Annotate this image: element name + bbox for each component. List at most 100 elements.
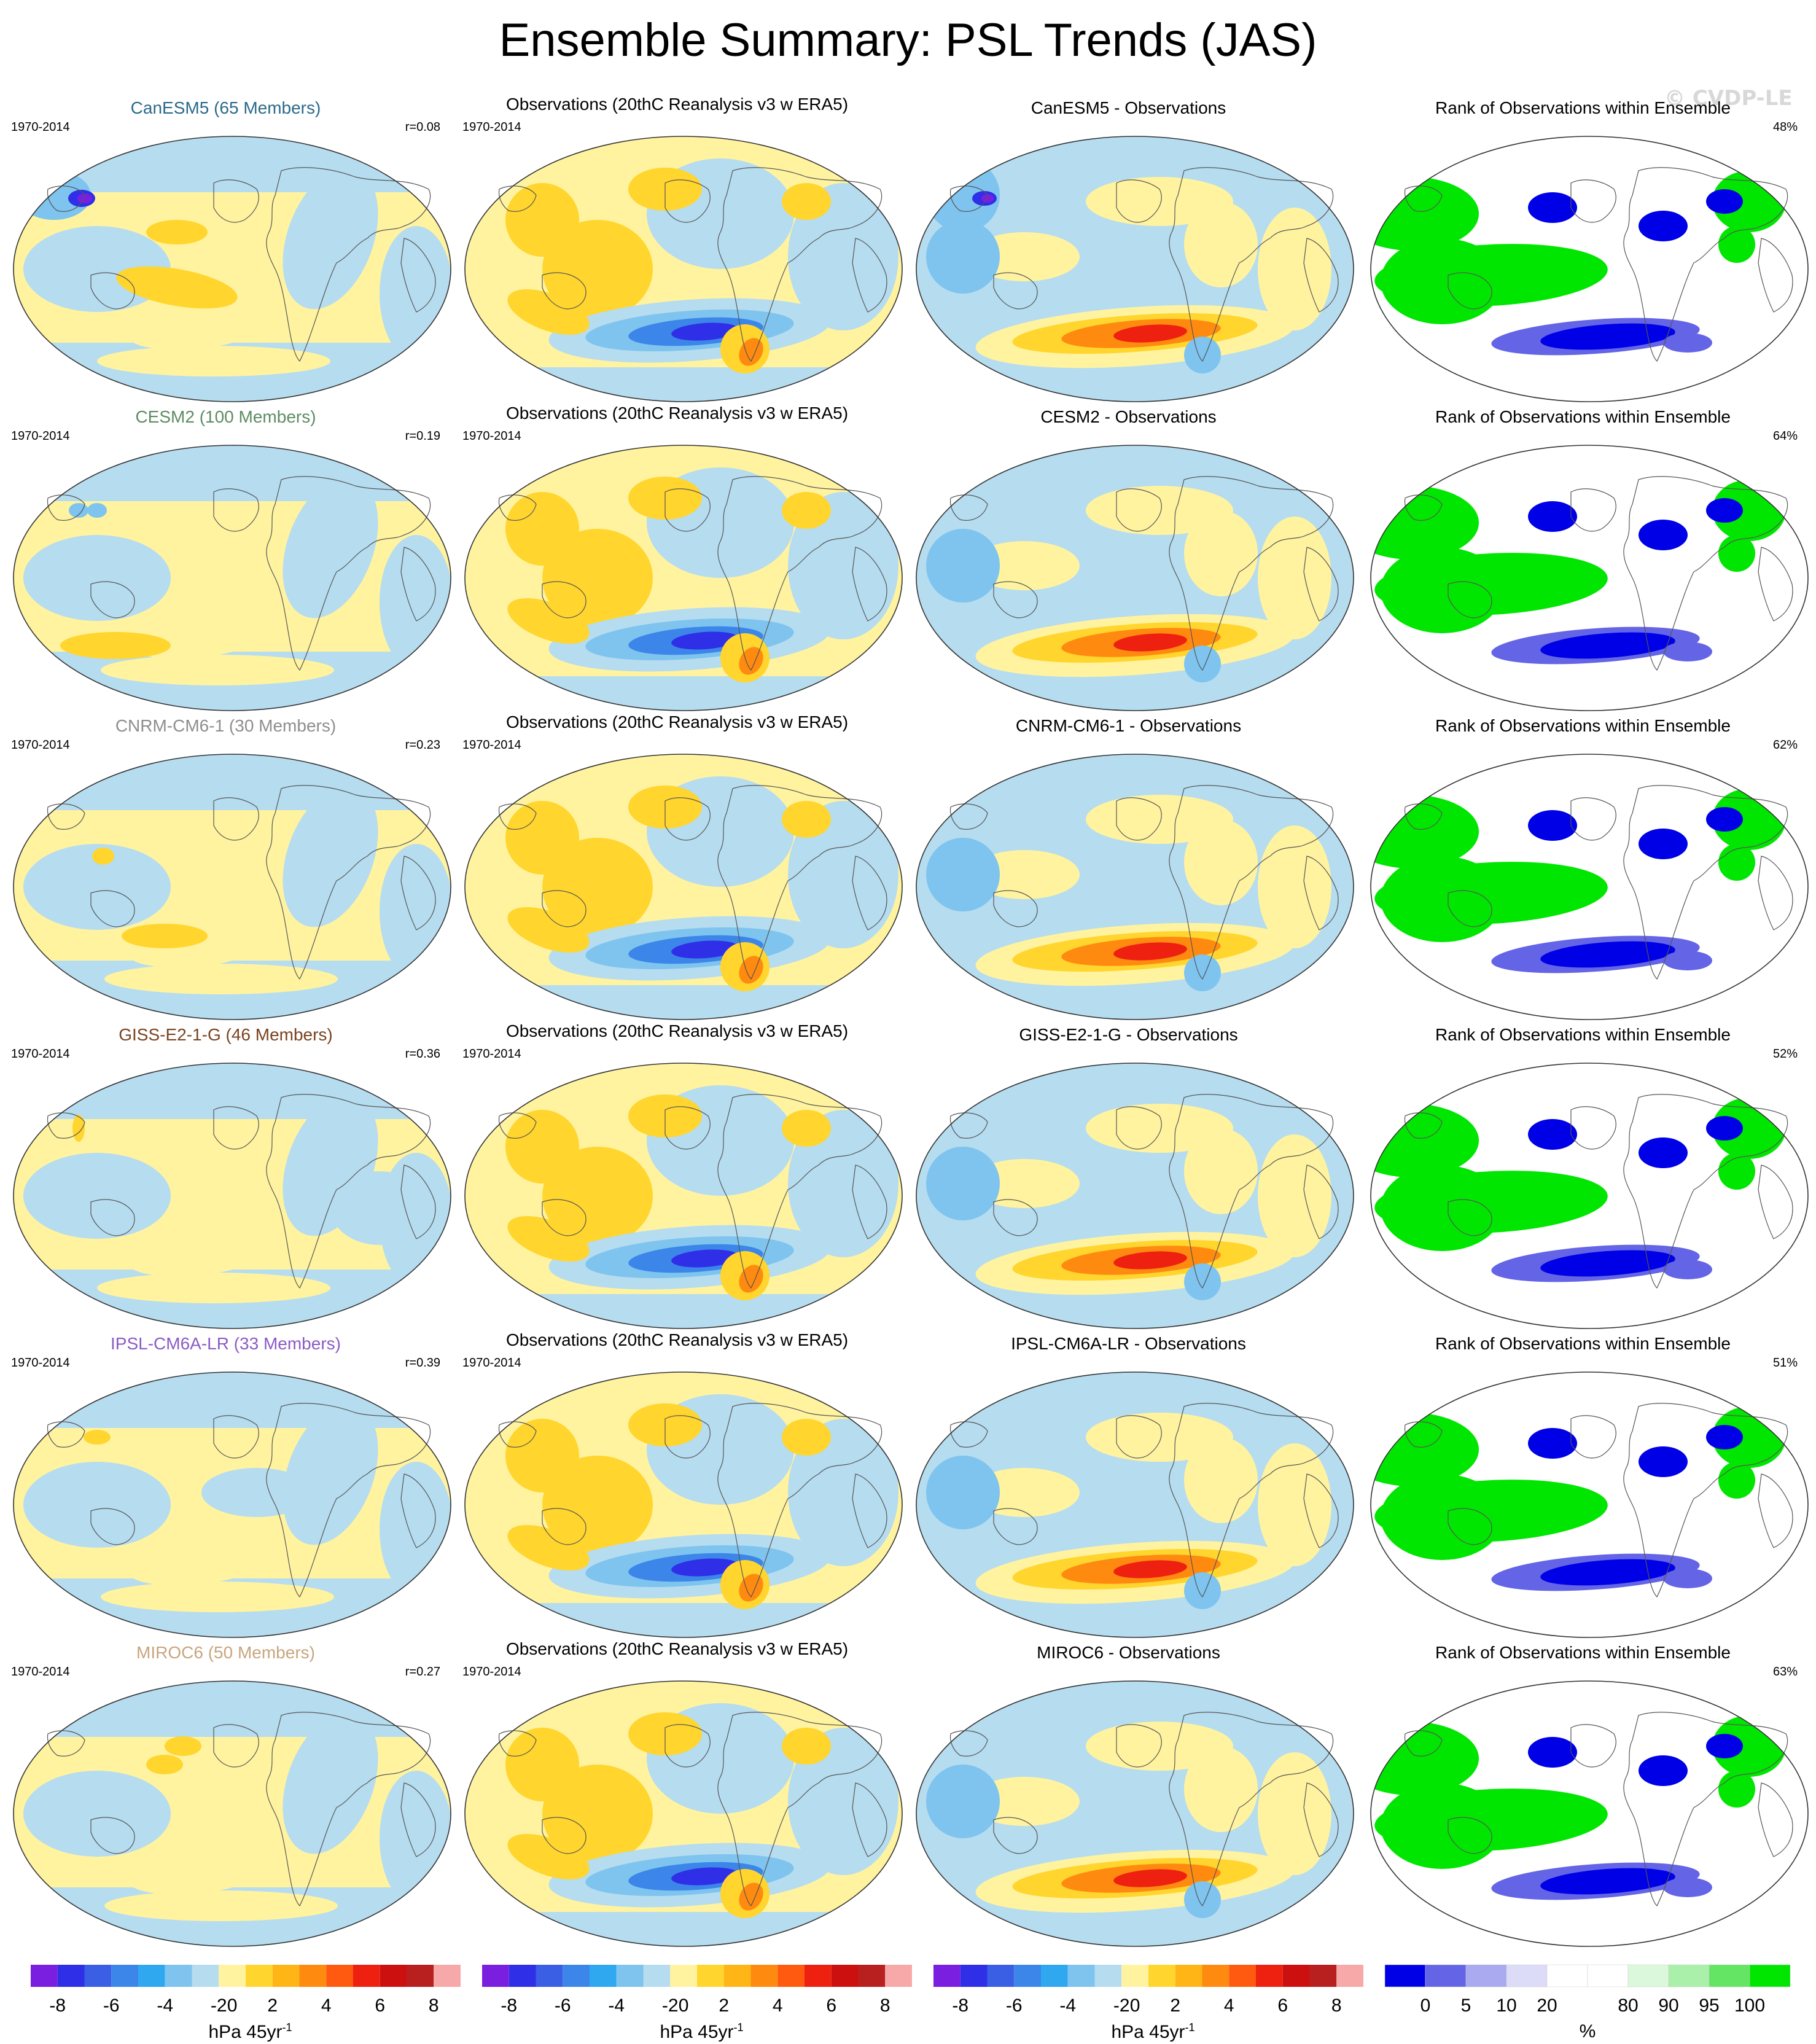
colorbar-swatch bbox=[407, 1965, 434, 1987]
model-map bbox=[13, 1063, 451, 1329]
panel-row: CanESM5 (65 Members) 1970-2014 r=0.08 Obser… bbox=[0, 95, 1816, 407]
model-map bbox=[13, 754, 451, 1020]
obs-panel: Observations (20thC Reanalysis v3 w ERA5… bbox=[451, 1330, 903, 1643]
colorbar-swatch bbox=[1229, 1965, 1256, 1987]
colorbar-tick-label: -8 bbox=[952, 1995, 968, 2016]
model-panel: CNRM-CM6-1 (30 Members) 1970-2014 r=0.23 bbox=[0, 716, 451, 1025]
rank-panel: Rank of Observations within Ensemble 63% bbox=[1357, 1643, 1809, 1952]
obs-map bbox=[464, 754, 903, 1020]
colorbar-swatch bbox=[777, 1965, 805, 1987]
colorbar-swatch bbox=[1148, 1965, 1175, 1987]
colorbar-tick-label: 4 bbox=[321, 1995, 332, 2016]
obs-title: Observations (20thC Reanalysis v3 w ERA5… bbox=[505, 1330, 849, 1349]
colorbar-tick-label: 20 bbox=[1537, 1995, 1557, 2016]
diff-map bbox=[916, 754, 1354, 1020]
obs-title: Observations (20thC Reanalysis v3 w ERA5… bbox=[505, 95, 849, 114]
rank-map bbox=[1370, 445, 1809, 711]
diff-map bbox=[916, 1063, 1354, 1329]
colorbar-tick-label: 4 bbox=[773, 1995, 783, 2016]
colorbar-tick-label: -2 bbox=[662, 1995, 679, 2016]
colorbar-tick-label: 2 bbox=[1170, 1995, 1180, 2016]
colorbar-swatch bbox=[616, 1965, 644, 1987]
colorbar-tick-label: -8 bbox=[501, 1995, 517, 2016]
colorbar-swatch bbox=[165, 1965, 192, 1987]
diff-panel: CNRM-CM6-1 - Observations bbox=[903, 716, 1354, 1025]
colorbar-swatch bbox=[831, 1965, 859, 1987]
colorbar-swatch bbox=[1256, 1965, 1283, 1987]
colorbar-tick-label: -2 bbox=[1113, 1995, 1130, 2016]
period-label: 1970-2014 bbox=[462, 120, 521, 134]
rank-percent: 62% bbox=[1772, 738, 1798, 752]
rank-colorbar: 0 5 10 20 80 90 95 100 % bbox=[1379, 1962, 1816, 2044]
rank-percent: 48% bbox=[1772, 120, 1798, 134]
diff-map bbox=[916, 1371, 1354, 1638]
diff-title: CESM2 - Observations bbox=[1040, 407, 1217, 426]
pattern-correlation: r=0.36 bbox=[405, 1047, 440, 1061]
obs-title: Observations (20thC Reanalysis v3 w ERA5… bbox=[505, 1021, 849, 1040]
colorbar-swatch bbox=[1587, 1964, 1629, 1987]
colorbar-swatch bbox=[750, 1965, 778, 1987]
diff-map bbox=[916, 136, 1354, 402]
colorbar-swatch bbox=[1425, 1964, 1467, 1987]
colorbar-swatch bbox=[1309, 1965, 1337, 1987]
rank-title: Rank of Observations within Ensemble bbox=[1435, 407, 1731, 426]
rank-title: Rank of Observations within Ensemble bbox=[1435, 1334, 1731, 1353]
rank-map bbox=[1370, 136, 1809, 402]
panel-row: MIROC6 (50 Members) 1970-2014 r=0.27 Observ… bbox=[0, 1639, 1816, 1952]
period-label: 1970-2014 bbox=[11, 1665, 70, 1679]
colorbar-swatch bbox=[1546, 1964, 1588, 1987]
diff-title: MIROC6 - Observations bbox=[1037, 1643, 1220, 1662]
colorbar-swatch bbox=[1067, 1965, 1095, 1987]
model-title: MIROC6 (50 Members) bbox=[136, 1643, 315, 1662]
obs-panel: Observations (20thC Reanalysis v3 w ERA5… bbox=[451, 404, 903, 716]
rank-panel: Rank of Observations within Ensemble 48% bbox=[1357, 98, 1809, 407]
colorbar-swatch bbox=[353, 1965, 380, 1987]
colorbar-swatch bbox=[1749, 1964, 1791, 1987]
model-title: CESM2 (100 Members) bbox=[135, 407, 316, 426]
colorbar-swatch bbox=[326, 1965, 353, 1987]
rank-panel: Rank of Observations within Ensemble 62% bbox=[1357, 716, 1809, 1025]
trend-colorbar-2: -8 -6 -4 -2 0 2 4 6 8 hPa 45yr-1 bbox=[476, 1962, 927, 2044]
period-label: 1970-2014 bbox=[11, 1047, 70, 1061]
colorbar-tick-label: 95 bbox=[1699, 1995, 1719, 2016]
colorbar-swatch bbox=[858, 1965, 886, 1987]
model-panel: MIROC6 (50 Members) 1970-2014 r=0.27 bbox=[0, 1643, 451, 1952]
obs-panel: Observations (20thC Reanalysis v3 w ERA5… bbox=[451, 712, 903, 1025]
pattern-correlation: r=0.19 bbox=[405, 429, 440, 443]
colorbar-tick-label: 8 bbox=[1331, 1995, 1342, 2016]
colorbar-swatch bbox=[219, 1965, 246, 1987]
pattern-correlation: r=0.08 bbox=[405, 120, 440, 134]
obs-title: Observations (20thC Reanalysis v3 w ERA5… bbox=[505, 1639, 849, 1658]
colorbar-tick-label: 6 bbox=[375, 1995, 385, 2016]
colorbar-unit-3: hPa 45yr-1 bbox=[1111, 2021, 1195, 2042]
diff-panel: CESM2 - Observations bbox=[903, 407, 1354, 716]
diff-title: GISS-E2-1-G - Observations bbox=[1019, 1025, 1238, 1044]
trend-colorbar-1: -8 -6 -4 -2 0 2 4 6 8 hPa 45yr-1 bbox=[25, 1962, 476, 2044]
rank-map bbox=[1370, 1371, 1809, 1638]
pattern-correlation: r=0.23 bbox=[405, 738, 440, 752]
colorbar-swatch bbox=[1384, 1964, 1426, 1987]
colorbar-swatch bbox=[1202, 1965, 1230, 1987]
obs-title: Observations (20thC Reanalysis v3 w ERA5… bbox=[505, 712, 849, 731]
colorbar-swatch bbox=[111, 1965, 138, 1987]
trend-colorbar-3: -8 -6 -4 -2 0 2 4 6 8 hPa 45yr-1 bbox=[927, 1962, 1379, 2044]
rank-panel: Rank of Observations within Ensemble 51% bbox=[1357, 1334, 1809, 1643]
diff-panel: GISS-E2-1-G - Observations bbox=[903, 1025, 1354, 1334]
colorbar-swatch bbox=[536, 1965, 563, 1987]
pattern-correlation: r=0.39 bbox=[405, 1356, 440, 1370]
model-panel: CESM2 (100 Members) 1970-2014 r=0.19 bbox=[0, 407, 451, 716]
colorbar-swatch bbox=[590, 1965, 617, 1987]
colorbar-swatch bbox=[1282, 1965, 1310, 1987]
period-label: 1970-2014 bbox=[462, 1047, 521, 1061]
colorbar-tick-label: 4 bbox=[1224, 1995, 1234, 2016]
panel-row: IPSL-CM6A-LR (33 Members) 1970-2014 r=0.39… bbox=[0, 1330, 1816, 1643]
rank-percent: 51% bbox=[1772, 1356, 1798, 1370]
colorbar-swatch bbox=[138, 1965, 165, 1987]
colorbar-tick-label: -4 bbox=[608, 1995, 625, 2016]
rank-map bbox=[1370, 1063, 1809, 1329]
colorbar-tick-label: -6 bbox=[1006, 1995, 1023, 2016]
colorbar-tick-label: 0 bbox=[227, 1995, 238, 2016]
rank-panel: Rank of Observations within Ensemble 52% bbox=[1357, 1025, 1809, 1334]
colorbar-swatch bbox=[1121, 1965, 1148, 1987]
model-title: CNRM-CM6-1 (30 Members) bbox=[115, 716, 337, 735]
